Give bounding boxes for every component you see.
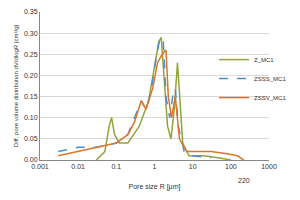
svg-text:0.25: 0.25 <box>24 51 38 58</box>
svg-text:Diff. pore volume distribution: Diff. pore volume distribution dV/dlogR … <box>13 25 19 148</box>
svg-text:10: 10 <box>189 163 197 170</box>
svg-text:100: 100 <box>225 163 237 170</box>
svg-text:0.001: 0.001 <box>31 163 49 170</box>
svg-text:1: 1 <box>153 163 157 170</box>
svg-text:0.01: 0.01 <box>71 163 85 170</box>
svg-text:0.10: 0.10 <box>24 114 38 121</box>
svg-text:Pore size R [µm]: Pore size R [µm] <box>129 183 181 191</box>
svg-text:ZSSS_MC1: ZSSS_MC1 <box>254 76 286 82</box>
svg-text:0.1: 0.1 <box>111 163 121 170</box>
svg-text:0.30: 0.30 <box>24 30 38 37</box>
svg-text:1000: 1000 <box>261 163 277 170</box>
svg-text:ZSSV_MC1: ZSSV_MC1 <box>254 95 286 101</box>
svg-text:0.35: 0.35 <box>24 8 38 15</box>
svg-text:0.20: 0.20 <box>24 72 38 79</box>
svg-text:0.15: 0.15 <box>24 93 38 100</box>
svg-text:0.00: 0.00 <box>24 156 38 163</box>
svg-text:Z_MC1: Z_MC1 <box>254 57 274 63</box>
svg-text:220: 220 <box>238 177 250 184</box>
svg-text:0.05: 0.05 <box>24 135 38 142</box>
